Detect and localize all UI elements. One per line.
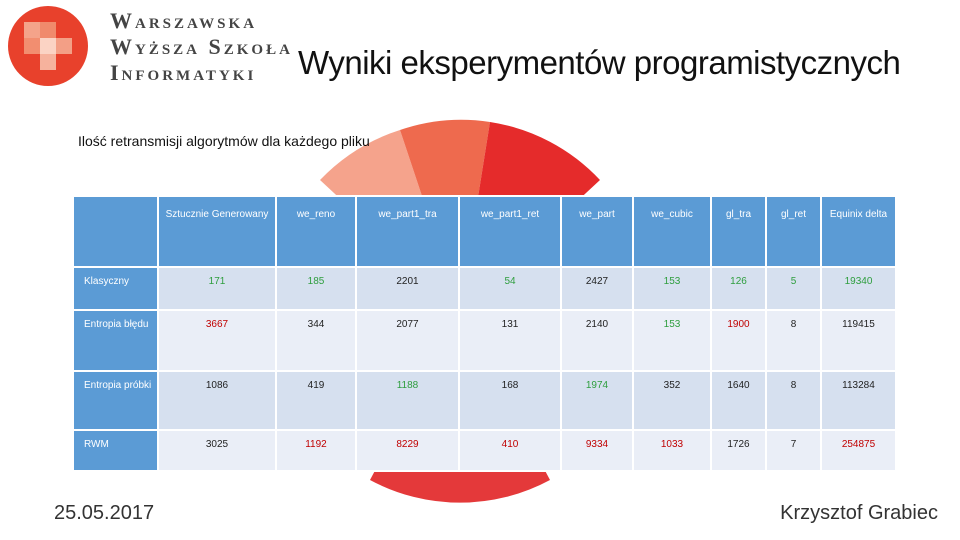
value-cell: 2201 (355, 266, 460, 311)
value-cell: 19340 (820, 266, 897, 311)
value-cell: 126 (710, 266, 767, 311)
value-cell: 5 (765, 266, 822, 311)
value-cell: 3667 (157, 309, 277, 372)
header-row: Sztucznie Generowany we_reno we_part1_tra w… (72, 195, 897, 268)
title: Wyniki eksperymentów programistycznych (298, 44, 901, 81)
value-cell: 9334 (560, 429, 634, 472)
logo-text: Warszawska Wyższa Szkoła Informatyki (110, 8, 293, 86)
value-cell: 8 (765, 309, 822, 372)
value-cell: 171 (157, 266, 277, 311)
value-cell: 410 (458, 429, 562, 472)
results-table: Sztucznie Generowany we_reno we_part1_tra w… (72, 195, 897, 472)
column-header: we_cubic (632, 195, 712, 268)
value-cell: 113284 (820, 370, 897, 431)
value-cell: 3025 (157, 429, 277, 472)
column-header: gl_ret (765, 195, 822, 268)
value-cell: 1974 (560, 370, 634, 431)
row-label: Klasyczny (72, 266, 159, 311)
logo-line: Informatyki (110, 60, 257, 85)
value-cell: 254875 (820, 429, 897, 472)
author: Krzysztof Grabiec (780, 502, 938, 524)
value-cell: 1188 (355, 370, 460, 431)
table-row: Klasyczny 171 185 2201 54 2427 153 126 5 19340 (72, 266, 897, 311)
value-cell: 8 (765, 370, 822, 431)
value-cell: 1640 (710, 370, 767, 431)
column-header: we_part1_tra (355, 195, 460, 268)
value-cell: 8229 (355, 429, 460, 472)
value-cell: 119415 (820, 309, 897, 372)
row-label: RWM (72, 429, 159, 472)
column-header: Equinix delta (820, 195, 897, 268)
column-header: we_reno (275, 195, 357, 268)
value-cell: 1086 (157, 370, 277, 431)
value-cell: 1726 (710, 429, 767, 472)
value-cell: 419 (275, 370, 357, 431)
value-cell: 1900 (710, 309, 767, 372)
value-cell: 2427 (560, 266, 634, 311)
value-cell: 54 (458, 266, 562, 311)
table-row: Entropia próbki 1086 419 1188 168 1974 352 1640… (72, 370, 897, 431)
value-cell: 1033 (632, 429, 712, 472)
value-cell: 352 (632, 370, 712, 431)
value-cell: 168 (458, 370, 562, 431)
column-header: we_part (560, 195, 634, 268)
value-cell: 153 (632, 309, 712, 372)
value-cell: 131 (458, 309, 562, 372)
row-label: Entropia próbki (72, 370, 159, 431)
value-cell: 2077 (355, 309, 460, 372)
value-cell: 1192 (275, 429, 357, 472)
corner-cell (72, 195, 159, 268)
column-header: Sztucznie Generowany (157, 195, 277, 268)
row-label: Entropia błędu (72, 309, 159, 372)
value-cell: 2140 (560, 309, 634, 372)
value-cell: 153 (632, 266, 712, 311)
table-row: Entropia błędu 3667 344 2077 131 2140 153 1900 8… (72, 309, 897, 372)
table-row: RWM 3025 1192 8229 410 9334 1033 1726 7 254875 (72, 429, 897, 472)
column-header: we_part1_ret (458, 195, 562, 268)
value-cell: 185 (275, 266, 357, 311)
subtitle: Ilość retransmisji algorytmów dla każdeg… (78, 133, 370, 149)
logo-mark (8, 6, 88, 86)
value-cell: 7 (765, 429, 822, 472)
logo-line: Wyższa Szkoła (110, 34, 293, 59)
logo-line: Warszawska (110, 8, 258, 33)
date: 25.05.2017 (54, 502, 155, 524)
value-cell: 344 (275, 309, 357, 372)
column-header: gl_tra (710, 195, 767, 268)
